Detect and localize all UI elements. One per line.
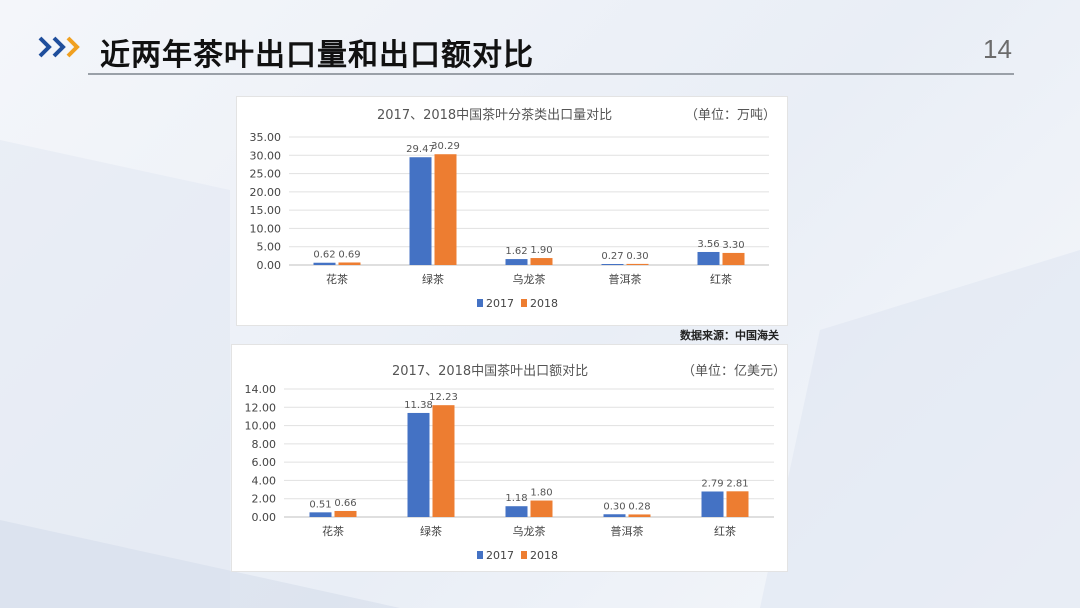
legend-label: 2017 (486, 549, 514, 562)
data-label: 0.30 (603, 501, 625, 512)
bar-2017-0 (313, 262, 336, 265)
data-source-note: 数据来源：中国海关 (680, 329, 779, 342)
chart-title: 2017、2018中国茶叶出口额对比 (392, 363, 588, 379)
y-tick-label: 25.00 (250, 168, 282, 181)
data-label: 0.28 (628, 501, 650, 512)
y-tick-label: 6.00 (252, 456, 277, 469)
bar-2017-3 (601, 264, 624, 265)
data-label: 3.56 (697, 239, 719, 250)
bar-2017-0 (309, 512, 332, 517)
y-tick-label: 0.00 (252, 511, 277, 524)
data-label: 3.30 (722, 240, 744, 251)
bar-2017-2 (505, 506, 528, 517)
legend-label: 2018 (530, 549, 558, 562)
y-tick-label: 8.00 (252, 438, 277, 451)
header-divider (88, 73, 1014, 75)
data-label: 2.79 (701, 478, 723, 489)
bar-2018-3 (628, 514, 651, 517)
data-label: 0.69 (338, 249, 360, 260)
category-label: 花茶 (322, 525, 344, 538)
y-tick-label: 15.00 (250, 204, 282, 217)
y-tick-label: 10.00 (245, 420, 277, 433)
legend-swatch-2018 (521, 299, 527, 307)
data-label: 11.38 (404, 400, 433, 411)
bar-2017-1 (407, 412, 430, 517)
bar-2018-0 (338, 262, 361, 265)
y-tick-label: 20.00 (250, 186, 282, 199)
y-tick-label: 0.00 (257, 259, 282, 272)
y-tick-label: 2.00 (252, 493, 277, 506)
export-volume-chart: 2017、2018中国茶叶分茶类出口量对比 （单位：万吨） 0.00 5.00 10.0… (250, 107, 777, 310)
y-tick-label: 35.00 (250, 131, 282, 144)
data-label: 12.23 (429, 392, 458, 403)
legend-swatch-2018 (521, 551, 527, 559)
data-label: 1.18 (505, 493, 527, 504)
bar-2017-4 (701, 491, 724, 517)
data-label: 0.62 (313, 250, 335, 261)
category-label: 花茶 (326, 273, 348, 286)
export-volume-chart-panel: 2017、2018中国茶叶分茶类出口量对比 （单位：万吨） 0.00 5.00 10.0… (236, 96, 788, 326)
data-label: 0.27 (601, 251, 623, 262)
bar-2018-4 (726, 491, 749, 517)
chart-title: 2017、2018中国茶叶分茶类出口量对比 (377, 107, 612, 123)
chart-unit-label: （单位：万吨） (685, 108, 776, 123)
bar-2018-1 (434, 154, 457, 265)
y-tick-label: 12.00 (245, 401, 277, 414)
chart-unit-label: （单位：亿美元） (682, 364, 786, 379)
data-label: 1.80 (530, 488, 552, 499)
bar-2017-4 (697, 251, 720, 265)
data-label: 1.62 (505, 246, 527, 257)
slide-header: 近两年茶叶出口量和出口额对比 14 (0, 0, 1080, 80)
category-label: 乌龙茶 (513, 272, 546, 286)
data-label: 29.47 (406, 144, 435, 155)
y-tick-label: 5.00 (257, 241, 282, 254)
category-label: 红茶 (710, 273, 732, 286)
data-label: 0.66 (334, 498, 356, 509)
bar-2017-2 (505, 259, 528, 265)
category-label: 绿茶 (420, 524, 442, 538)
legend-swatch-2017 (477, 299, 483, 307)
category-label: 绿茶 (422, 272, 444, 286)
data-label: 1.90 (530, 245, 552, 256)
y-tick-label: 10.00 (250, 222, 282, 235)
y-tick-label: 30.00 (250, 149, 282, 162)
bar-2018-2 (530, 258, 553, 265)
bar-2018-0 (334, 510, 357, 517)
category-label: 乌龙茶 (513, 524, 546, 538)
bar-2018-4 (722, 252, 745, 265)
legend-label: 2018 (530, 297, 558, 310)
legend-label: 2017 (486, 297, 514, 310)
export-value-chart: 2017、2018中国茶叶出口额对比 （单位：亿美元） 0.00 2.00 4.00 6.… (245, 363, 787, 562)
bar-2017-1 (409, 157, 432, 265)
data-label: 0.30 (626, 251, 648, 262)
data-label: 30.29 (431, 141, 460, 152)
category-label: 红茶 (714, 525, 736, 538)
category-label: 普洱茶 (611, 524, 644, 538)
data-label: 2.81 (726, 478, 748, 489)
bar-2018-3 (626, 263, 649, 265)
y-tick-label: 14.00 (245, 383, 277, 396)
page-number: 14 (983, 34, 1012, 64)
export-value-chart-panel: 2017、2018中国茶叶出口额对比 （单位：亿美元） 0.00 2.00 4.00 6.… (231, 344, 788, 572)
data-label: 0.51 (309, 499, 331, 510)
bar-2018-1 (432, 405, 455, 517)
chevron-arrows-icon (38, 36, 80, 58)
slide-title: 近两年茶叶出口量和出口额对比 (100, 38, 534, 73)
y-tick-label: 4.00 (252, 474, 277, 487)
bar-2018-2 (530, 500, 553, 517)
category-label: 普洱茶 (609, 272, 642, 286)
legend-swatch-2017 (477, 551, 483, 559)
bar-2017-3 (603, 514, 626, 517)
